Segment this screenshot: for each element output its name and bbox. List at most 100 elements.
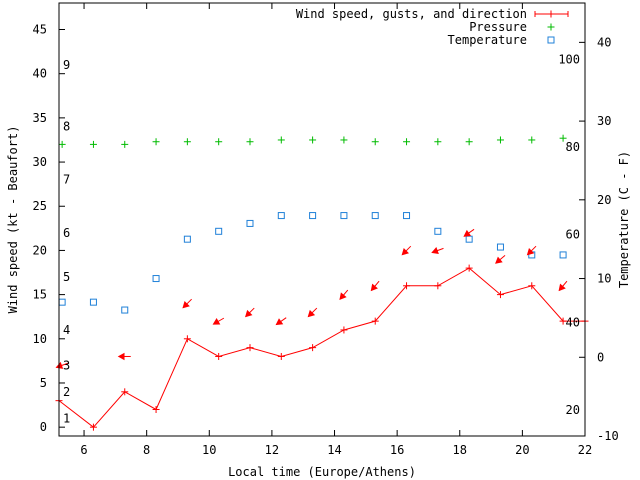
beaufort-label: 8 — [63, 120, 70, 134]
y2-tick-label: 10 — [597, 272, 611, 286]
fahrenheit-label: 80 — [566, 140, 580, 154]
y-axis-title: Wind speed (kt - Beaufort) — [6, 126, 20, 314]
wind-point — [528, 282, 536, 290]
temperature-point — [496, 243, 504, 251]
wind-direction-arrow — [401, 245, 412, 256]
pressure-point — [277, 136, 285, 144]
wind-direction-arrows — [55, 228, 568, 369]
beaufort-label: 2 — [63, 385, 70, 399]
beaufort-label: 9 — [63, 58, 70, 72]
wind-point — [496, 291, 504, 299]
legend-pressure-marker — [547, 23, 555, 31]
temperature-point — [465, 235, 473, 243]
legend-pressure-label: Pressure — [469, 20, 527, 34]
wind-direction-arrow — [526, 245, 537, 256]
fahrenheit-label: 100 — [558, 53, 580, 67]
pressure-markers — [58, 134, 567, 148]
temperature-point — [371, 212, 379, 220]
wind-direction-arrow — [339, 289, 349, 301]
pressure-point — [89, 140, 97, 148]
x-tick-label: 6 — [80, 443, 87, 457]
wind-point — [215, 352, 223, 360]
temperature-point — [121, 306, 129, 314]
x-tick-label: 12 — [265, 443, 279, 457]
wind-direction-arrow — [370, 280, 380, 292]
pressure-point — [434, 138, 442, 146]
x-tick-label: 18 — [453, 443, 467, 457]
y2-tick-label: 40 — [597, 35, 611, 49]
x-tick-label: 22 — [578, 443, 592, 457]
pressure-point — [58, 140, 66, 148]
wind-direction-arrow — [558, 280, 568, 292]
pressure-point — [309, 136, 317, 144]
legend-temperature-marker — [547, 36, 555, 44]
wind-direction-arrow — [463, 228, 475, 237]
temperature-point — [246, 219, 254, 227]
x-tick-label: 10 — [202, 443, 216, 457]
beaufort-label: 6 — [63, 226, 70, 240]
wind-point — [277, 352, 285, 360]
pressure-point — [340, 136, 348, 144]
legend-temperature-label: Temperature — [448, 33, 527, 47]
x-tick-label: 20 — [515, 443, 529, 457]
wind-direction-arrow — [307, 307, 318, 318]
pressure-point — [465, 138, 473, 146]
pressure-point — [121, 140, 129, 148]
wind-direction-arrow — [495, 255, 506, 264]
wind-point — [371, 317, 379, 325]
legend-wind-key — [534, 10, 569, 18]
wind-point — [121, 388, 129, 396]
beaufort-label: 1 — [63, 411, 70, 425]
wind-point — [559, 317, 567, 325]
y2-tick-label: -10 — [597, 429, 619, 443]
pressure-point — [403, 138, 411, 146]
wind-point — [434, 282, 442, 290]
pressure-point — [215, 138, 223, 146]
wind-speed-line — [58, 267, 585, 428]
y-tick-label: 45 — [33, 23, 47, 37]
wind-speed-markers — [55, 264, 589, 431]
legend-wind-marker — [547, 10, 555, 18]
y-tick-label: 15 — [33, 288, 47, 302]
temperature-point — [58, 298, 66, 306]
pressure-point — [183, 138, 191, 146]
wind-point — [465, 264, 473, 272]
x-tick-label: 14 — [327, 443, 341, 457]
plot-frame — [58, 2, 586, 437]
fahrenheit-label: 20 — [566, 403, 580, 417]
temperature-markers — [58, 212, 567, 314]
y-tick-label: 25 — [33, 199, 47, 213]
y-tick-label: 0 — [40, 420, 47, 434]
pressure-point — [246, 138, 254, 146]
wind-direction-arrow — [182, 298, 192, 309]
pressure-point — [559, 134, 567, 142]
fahrenheit-label: 60 — [566, 227, 580, 241]
legend-pressure-key — [547, 23, 555, 31]
y-tick-label: 30 — [33, 155, 47, 169]
temperature-point — [340, 212, 348, 220]
wind-point — [309, 344, 317, 352]
wind-point — [183, 335, 191, 343]
temperature-point — [89, 298, 97, 306]
wind-direction-arrow — [212, 317, 225, 325]
beaufort-label: 4 — [63, 323, 70, 337]
axis-ticks — [59, 3, 586, 437]
beaufort-label: 3 — [63, 358, 70, 372]
y-tick-label: 35 — [33, 111, 47, 125]
x-axis-title: Local time (Europe/Athens) — [228, 465, 416, 479]
y2-tick-label: 0 — [597, 350, 604, 364]
wind-point — [246, 344, 254, 352]
pressure-point — [152, 138, 160, 146]
y-tick-label: 10 — [33, 332, 47, 346]
wind-point — [403, 282, 411, 290]
wind-point — [152, 405, 160, 413]
temperature-point — [215, 227, 223, 235]
temperature-point — [559, 251, 567, 259]
legend-wind-label: Wind speed, gusts, and direction — [296, 7, 527, 21]
y2-axis-title: Temperature (C - F) — [617, 151, 631, 288]
legend: Wind speed, gusts, and direction Pressur… — [296, 7, 569, 47]
wind-direction-arrow — [117, 352, 131, 361]
y-tick-label: 20 — [33, 243, 47, 257]
legend-temperature-key — [547, 36, 555, 44]
